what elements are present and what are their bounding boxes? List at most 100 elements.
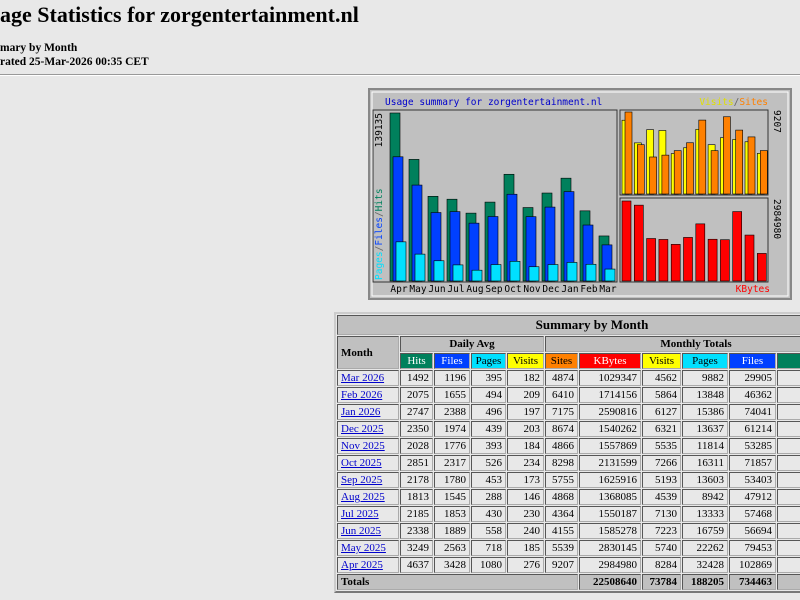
- x-tick-label: Nov: [523, 284, 540, 295]
- cell: 494: [471, 387, 506, 403]
- x-tick-label: Oct: [504, 284, 521, 295]
- bar: [686, 142, 694, 195]
- cell: 10: [777, 540, 800, 556]
- cell: 558: [471, 523, 506, 539]
- cell: 4868: [545, 489, 578, 505]
- month-link[interactable]: Oct 2025: [341, 457, 382, 469]
- cell: 56694: [729, 523, 776, 539]
- total-cell: 90: [777, 574, 800, 590]
- cell: 8674: [545, 421, 578, 437]
- cell: 7130: [642, 506, 681, 522]
- page-title: age Statistics for zorgentertainment.nl: [0, 2, 359, 27]
- month-link[interactable]: Jul 2025: [341, 508, 379, 520]
- bar: [720, 239, 730, 282]
- column-header: Hi: [777, 353, 800, 369]
- bar: [649, 156, 657, 195]
- cell: 6321: [642, 421, 681, 437]
- row: Apr 2025 4637 3428 1080 276 9207 2984980 8284 32…: [337, 557, 800, 573]
- y-tick-label: 2984980: [771, 199, 782, 239]
- generated: rated 25-Mar-2026 00:35 CET: [0, 56, 149, 68]
- row: Jan 2026 2747 2388 496 197 7175 2590816 6127 153…: [337, 404, 800, 420]
- bar: [744, 234, 755, 282]
- cell: 2338: [400, 523, 433, 539]
- cell: 15386: [682, 404, 728, 420]
- bar: [528, 266, 540, 282]
- cell: 1080: [471, 557, 506, 573]
- bar: [646, 238, 656, 282]
- cell: 3: [777, 370, 800, 386]
- cell: 453: [471, 472, 506, 488]
- cell: 1889: [434, 523, 470, 539]
- cell: 4866: [545, 438, 578, 454]
- month-cell: Jul 2025: [337, 506, 399, 522]
- bar: [633, 204, 644, 282]
- month-link[interactable]: Apr 2025: [341, 559, 383, 571]
- bar: [735, 129, 744, 195]
- month-link[interactable]: Dec 2025: [341, 423, 384, 435]
- bar: [759, 150, 768, 195]
- bar: [710, 150, 719, 195]
- cell: 1813: [400, 489, 433, 505]
- cell: 74041: [729, 404, 776, 420]
- row: Month Daily Avg Monthly Totals: [337, 336, 800, 369]
- cell: 5539: [545, 540, 578, 556]
- table-wrap: Summary by Month Month Daily Avg Monthly To…: [334, 312, 800, 600]
- row: Aug 2025 1813 1545 288 146 4868 1368085 4539 894…: [337, 489, 800, 505]
- cell: 8: [777, 404, 800, 420]
- month-link[interactable]: Feb 2026: [341, 389, 383, 401]
- cell: 6410: [545, 387, 578, 403]
- cell: 718: [471, 540, 506, 556]
- legend-entry: Pages: [374, 251, 385, 280]
- cell: 209: [507, 387, 544, 403]
- cell: 146: [507, 489, 544, 505]
- row: Hits Files Pages Visits Sites KBytes Visits Pag…: [337, 353, 800, 369]
- cell: 203: [507, 421, 544, 437]
- bar: [695, 223, 706, 282]
- cell: 5: [777, 387, 800, 403]
- cell: 9882: [682, 370, 728, 386]
- month-link[interactable]: Nov 2025: [341, 440, 385, 452]
- x-tick-label: Aug: [466, 284, 483, 295]
- month-link[interactable]: Sep 2025: [341, 474, 383, 486]
- total-cell: 73784: [642, 574, 681, 590]
- month-link[interactable]: Mar 2026: [341, 372, 385, 384]
- bar: [661, 154, 670, 195]
- month-link[interactable]: Aug 2025: [341, 491, 385, 503]
- cell: 2984980: [579, 557, 641, 573]
- column-header: Hits: [400, 353, 433, 369]
- cell: 7266: [642, 455, 681, 471]
- legend-entry: Visits: [699, 97, 733, 108]
- legend-entry: Hits: [374, 188, 385, 211]
- cell: 8942: [682, 489, 728, 505]
- cell: 184: [507, 438, 544, 454]
- cell: 395: [471, 370, 506, 386]
- month-link[interactable]: May 2025: [341, 542, 386, 554]
- y-tick-label: 9207: [771, 110, 782, 133]
- row: Sep 2025 2178 1780 453 173 5755 1625916 5193 136…: [337, 472, 800, 488]
- cell: 11814: [682, 438, 728, 454]
- cell: 8298: [545, 455, 578, 471]
- bar: [566, 262, 578, 282]
- x-tick-label: Jul: [447, 284, 464, 295]
- cell: 71857: [729, 455, 776, 471]
- x-tick-label: Apr: [390, 284, 407, 295]
- cell: 53403: [729, 472, 776, 488]
- cell: 496: [471, 404, 506, 420]
- cell: 2563: [434, 540, 470, 556]
- cell: 2185: [400, 506, 433, 522]
- legend-entry: Files: [374, 217, 385, 246]
- cell: 5755: [545, 472, 578, 488]
- cell: 8284: [642, 557, 681, 573]
- cell: 173: [507, 472, 544, 488]
- month-link[interactable]: Jun 2025: [341, 525, 382, 537]
- month-cell: Jun 2025: [337, 523, 399, 539]
- month-cell: Nov 2025: [337, 438, 399, 454]
- cell: 32428: [682, 557, 728, 573]
- month-link[interactable]: Jan 2026: [341, 406, 381, 418]
- cell: 13848: [682, 387, 728, 403]
- cell: 7223: [642, 523, 681, 539]
- cell: 4637: [400, 557, 433, 573]
- cell: 2178: [400, 472, 433, 488]
- total-cell: 188205: [682, 574, 728, 590]
- cell: 526: [471, 455, 506, 471]
